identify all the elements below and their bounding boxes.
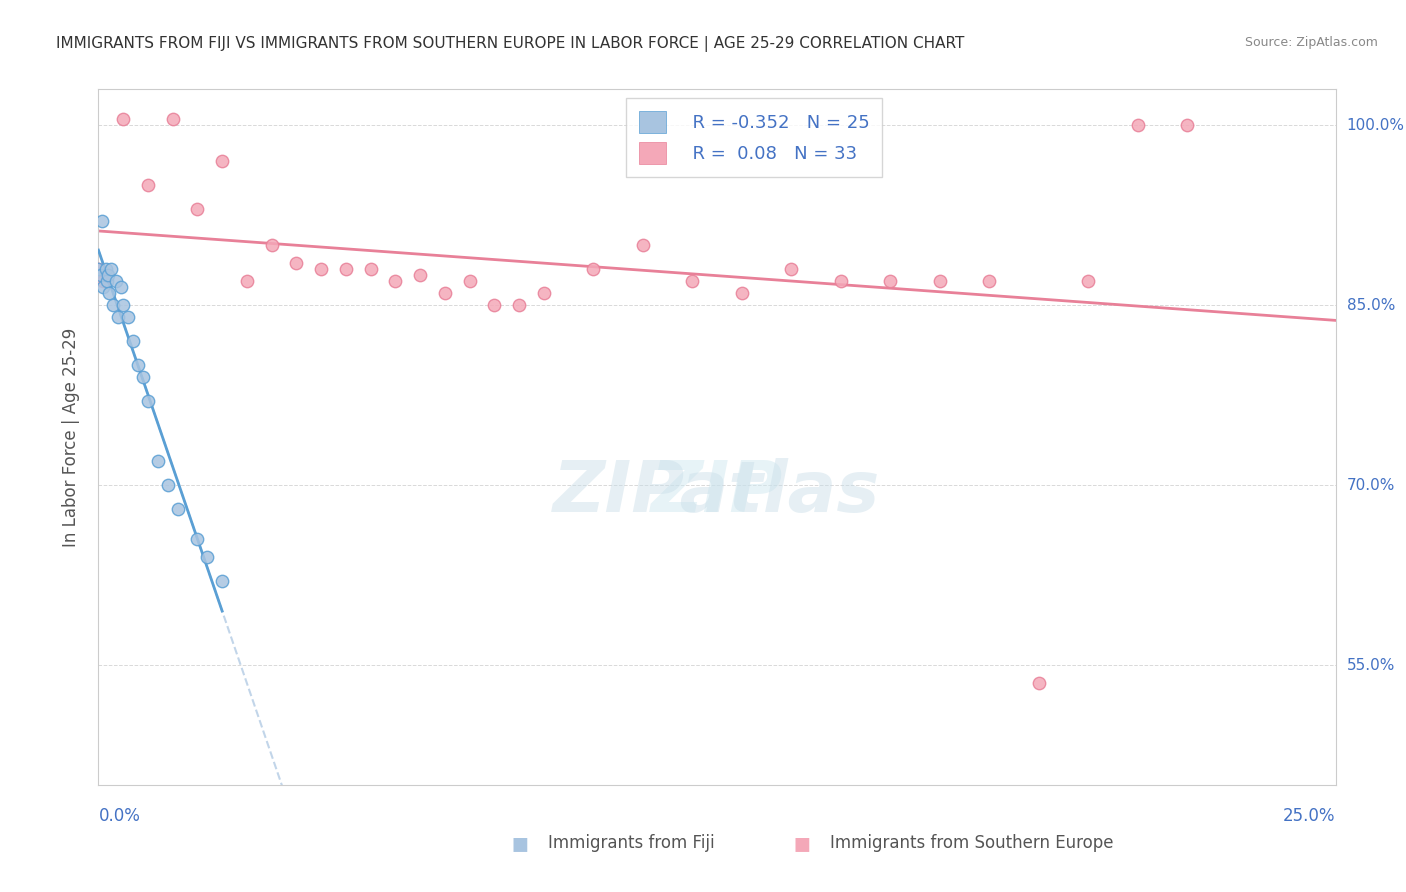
Point [928,274,950,288]
Point [97,268,120,282]
Point [236,274,259,288]
Point [335,262,357,277]
Point [360,262,382,277]
Point [211,574,233,588]
Point [384,274,406,288]
Point [979,274,1001,288]
Text: 100.0%: 100.0% [1347,118,1405,133]
Point [136,178,159,193]
Point [107,310,129,325]
Point [127,358,149,372]
Point [582,262,605,277]
Point [156,478,179,492]
Point [731,286,754,301]
Point [112,112,135,127]
Point [146,454,169,468]
Point [260,238,283,252]
Point [136,394,159,409]
Point [98,286,121,301]
Point [484,298,506,312]
Point [409,268,432,282]
Point [830,274,852,288]
Point [780,262,803,277]
Point [195,549,218,564]
Text: IMMIGRANTS FROM FIJI VS IMMIGRANTS FROM SOUTHERN EUROPE IN LABOR FORCE | AGE 25-: IMMIGRANTS FROM FIJI VS IMMIGRANTS FROM … [56,36,965,52]
Y-axis label: In Labor Force | Age 25-29: In Labor Force | Age 25-29 [62,327,80,547]
Point [87,262,110,277]
Point [166,502,188,516]
Point [211,154,233,169]
Text: ▪: ▪ [510,829,530,857]
Legend:   R = -0.352   N = 25,   R =  0.08   N = 33: R = -0.352 N = 25, R = 0.08 N = 33 [627,98,882,177]
Point [122,334,145,348]
Point [100,262,122,277]
Point [90,268,112,282]
Point [309,262,332,277]
Point [631,238,654,252]
Text: Immigrants from Southern Europe: Immigrants from Southern Europe [830,834,1114,852]
Text: 70.0%: 70.0% [1347,477,1395,492]
Point [433,286,456,301]
Text: 0.0%: 0.0% [98,807,141,825]
Point [1028,676,1050,690]
Text: Immigrants from Fiji: Immigrants from Fiji [548,834,716,852]
Point [1175,118,1198,132]
Point [533,286,555,301]
Text: ZIP: ZIP [651,458,783,527]
Point [87,262,110,277]
Text: 85.0%: 85.0% [1347,298,1395,312]
Text: 55.0%: 55.0% [1347,657,1395,673]
Point [162,112,184,127]
Point [508,298,530,312]
Point [93,280,115,294]
Point [94,262,117,277]
Point [285,256,308,270]
Text: Source: ZipAtlas.com: Source: ZipAtlas.com [1244,36,1378,49]
Point [91,214,114,228]
Point [879,274,901,288]
Point [186,532,208,546]
Point [186,202,208,216]
Point [1126,118,1149,132]
Point [104,274,127,288]
Point [458,274,481,288]
Point [117,310,139,325]
Text: ▪: ▪ [792,829,811,857]
Point [132,370,155,384]
Text: ZIPatlas: ZIPatlas [554,458,880,527]
Point [110,280,132,294]
Point [103,298,125,312]
Point [112,298,135,312]
Point [681,274,703,288]
Point [1077,274,1099,288]
Point [96,274,118,288]
Text: 25.0%: 25.0% [1284,807,1336,825]
Point [93,274,115,288]
